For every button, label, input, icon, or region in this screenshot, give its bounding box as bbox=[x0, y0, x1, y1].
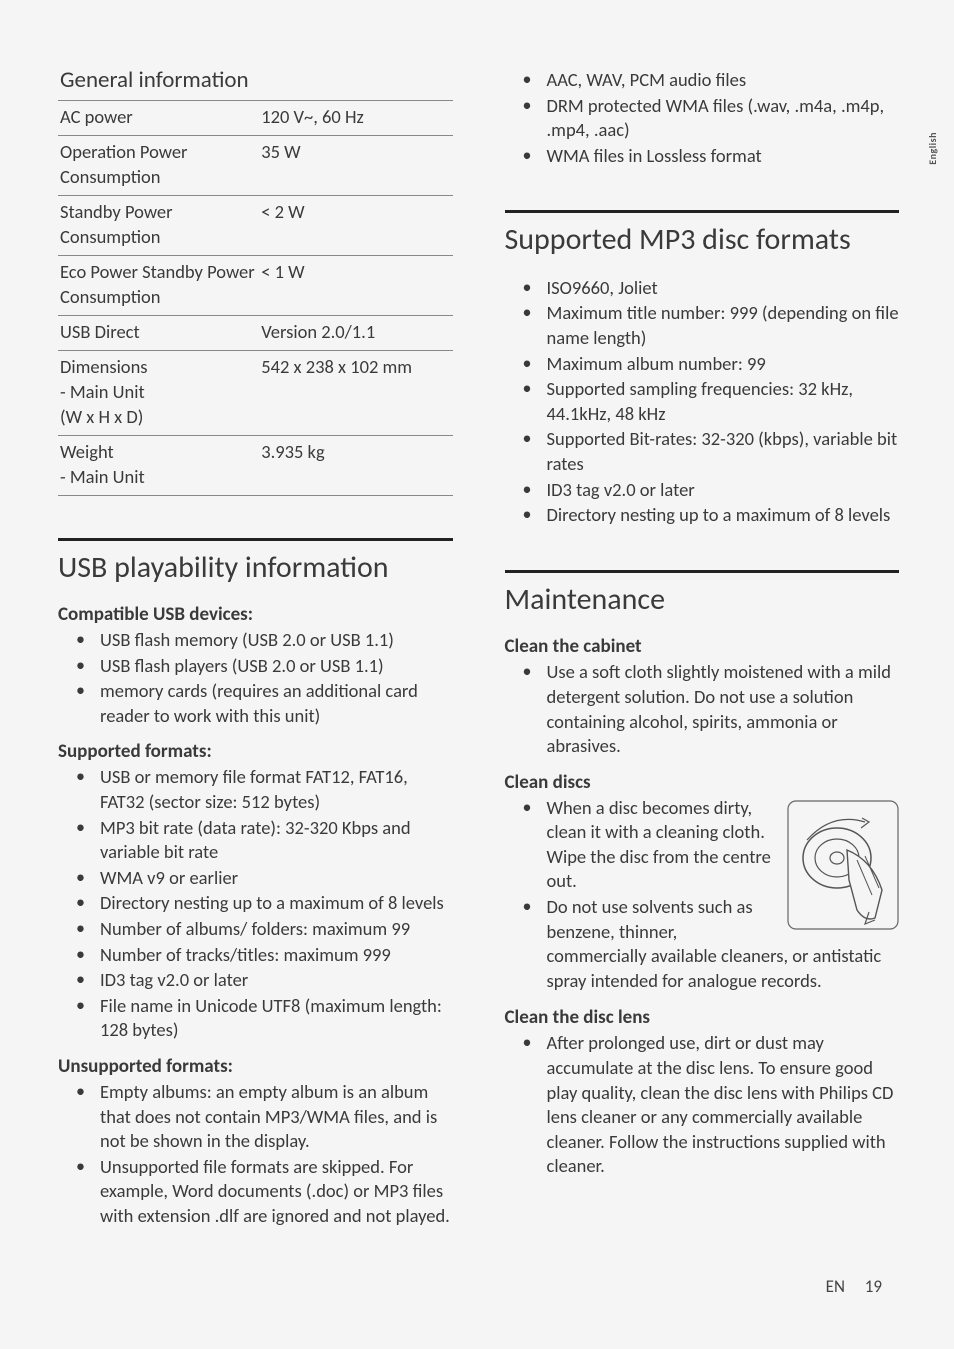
table-row: Operation Power Consumption35 W bbox=[58, 135, 453, 195]
usb-heading: USB playability information bbox=[58, 538, 453, 586]
page-footer: EN 19 bbox=[826, 1276, 882, 1297]
language-side-label: English bbox=[926, 132, 939, 165]
list-item: USB flash memory (USB 2.0 or USB 1.1) bbox=[58, 628, 453, 653]
table-cell-value: 120 V~, 60 Hz bbox=[259, 101, 452, 135]
list-item: Maximum title number: 999 (depending on … bbox=[505, 301, 900, 350]
table-cell-value: < 2 W bbox=[259, 195, 452, 255]
list-item: ISO9660, Joliet bbox=[505, 276, 900, 301]
table-row: Weight - Main Unit3.935 kg bbox=[58, 435, 453, 495]
list-item: After prolonged use, dirt or dust may ac… bbox=[505, 1031, 900, 1179]
table-cell-label: Eco Power Standby Power Consumption bbox=[58, 255, 259, 315]
usb-supported-title: Supported formats: bbox=[58, 740, 453, 763]
list-item: Number of albums/ folders: maximum 99 bbox=[58, 917, 453, 942]
list-item: Use a soft cloth slightly moistened with… bbox=[505, 660, 900, 758]
list-item: When a disc becomes dirty, clean it with… bbox=[505, 796, 900, 894]
table-cell-value: Version 2.0/1.1 bbox=[259, 315, 452, 350]
list-item: DRM protected WMA files (.wav, .m4a, .m4… bbox=[505, 94, 900, 143]
list-item: WMA v9 or earlier bbox=[58, 866, 453, 891]
table-cell-label: Weight - Main Unit bbox=[58, 435, 259, 495]
list-item: USB flash players (USB 2.0 or USB 1.1) bbox=[58, 654, 453, 679]
continued-unsupported-list: AAC, WAV, PCM audio filesDRM protected W… bbox=[505, 68, 900, 168]
table-cell-value: < 1 W bbox=[259, 255, 452, 315]
list-item: Directory nesting up to a maximum of 8 l… bbox=[58, 891, 453, 916]
table-row: Dimensions - Main Unit (W x H x D)542 x … bbox=[58, 350, 453, 435]
list-item: AAC, WAV, PCM audio files bbox=[505, 68, 900, 93]
list-item: Supported sampling frequencies: 32 kHz, … bbox=[505, 377, 900, 426]
table-cell-label: Operation Power Consumption bbox=[58, 135, 259, 195]
table-cell-label: USB Direct bbox=[58, 315, 259, 350]
table-title: General information bbox=[58, 62, 453, 101]
table-cell-label: Dimensions - Main Unit (W x H x D) bbox=[58, 350, 259, 435]
list-item: ID3 tag v2.0 or later bbox=[58, 968, 453, 993]
table-row: AC power120 V~, 60 Hz bbox=[58, 101, 453, 135]
list-item: Maximum album number: 99 bbox=[505, 352, 900, 377]
list-item: USB or memory file format FAT12, FAT16, … bbox=[58, 765, 453, 814]
list-item: Unsupported file formats are skipped. Fo… bbox=[58, 1155, 453, 1229]
list-item: File name in Unicode UTF8 (maximum lengt… bbox=[58, 994, 453, 1043]
clean-discs-title: Clean discs bbox=[505, 771, 900, 794]
usb-unsupported-list: Empty albums: an empty album is an album… bbox=[58, 1080, 453, 1229]
mp3-list: ISO9660, JolietMaximum title number: 999… bbox=[505, 276, 900, 528]
table-row: USB DirectVersion 2.0/1.1 bbox=[58, 315, 453, 350]
usb-compat-title: Compatible USB devices: bbox=[58, 603, 453, 626]
table-cell-value: 35 W bbox=[259, 135, 452, 195]
usb-supported-list: USB or memory file format FAT12, FAT16, … bbox=[58, 765, 453, 1043]
clean-discs-list: When a disc becomes dirty, clean it with… bbox=[505, 796, 900, 994]
maintenance-heading: Maintenance bbox=[505, 570, 900, 618]
list-item: Directory nesting up to a maximum of 8 l… bbox=[505, 503, 900, 528]
general-info-table: AC power120 V~, 60 HzOperation Power Con… bbox=[58, 101, 453, 496]
clean-cabinet-list: Use a soft cloth slightly moistened with… bbox=[505, 660, 900, 758]
table-row: Standby Power Consumption< 2 W bbox=[58, 195, 453, 255]
list-item: memory cards (requires an additional car… bbox=[58, 679, 453, 728]
table-row: Eco Power Standby Power Consumption< 1 W bbox=[58, 255, 453, 315]
clean-lens-list: After prolonged use, dirt or dust may ac… bbox=[505, 1031, 900, 1179]
table-cell-value: 3.935 kg bbox=[259, 435, 452, 495]
usb-unsupported-title: Unsupported formats: bbox=[58, 1055, 453, 1078]
footer-lang: EN bbox=[826, 1276, 845, 1297]
list-item: ID3 tag v2.0 or later bbox=[505, 478, 900, 503]
mp3-heading: Supported MP3 disc formats bbox=[505, 210, 900, 258]
table-cell-label: Standby Power Consumption bbox=[58, 195, 259, 255]
list-item: Do not use solvents such as benzene, thi… bbox=[505, 895, 900, 993]
footer-page-number: 19 bbox=[865, 1276, 882, 1297]
clean-lens-title: Clean the disc lens bbox=[505, 1006, 900, 1029]
list-item: MP3 bit rate (data rate): 32-320 Kbps an… bbox=[58, 816, 453, 865]
clean-cabinet-title: Clean the cabinet bbox=[505, 635, 900, 658]
usb-compat-list: USB flash memory (USB 2.0 or USB 1.1)USB… bbox=[58, 628, 453, 728]
list-item: Supported Bit-rates: 32-320 (kbps), vari… bbox=[505, 427, 900, 476]
list-item: WMA files in Lossless format bbox=[505, 144, 900, 169]
list-item: Number of tracks/titles: maximum 999 bbox=[58, 943, 453, 968]
list-item: Empty albums: an empty album is an album… bbox=[58, 1080, 453, 1154]
table-cell-value: 542 x 238 x 102 mm bbox=[259, 350, 452, 435]
table-cell-label: AC power bbox=[58, 101, 259, 135]
